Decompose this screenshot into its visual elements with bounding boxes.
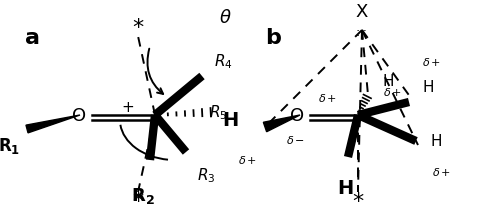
Text: *: * [132, 192, 143, 212]
Text: $\delta+$: $\delta+$ [318, 92, 338, 104]
Text: O: O [72, 107, 86, 125]
Text: $\delta+$: $\delta+$ [383, 86, 402, 98]
Text: H: H [430, 135, 442, 150]
Text: +: + [122, 100, 134, 115]
Polygon shape [264, 115, 300, 132]
Text: X: X [356, 3, 368, 21]
Text: H: H [422, 81, 434, 95]
Text: $\theta$: $\theta$ [218, 9, 232, 27]
Text: : :: : : [356, 26, 368, 39]
Text: $\delta+$: $\delta+$ [432, 166, 451, 178]
Text: $\delta+$: $\delta+$ [238, 154, 258, 166]
Text: b: b [265, 28, 281, 48]
Text: *: * [132, 18, 143, 38]
Text: $R_3$: $R_3$ [197, 166, 216, 185]
Text: $R_4$: $R_4$ [214, 53, 233, 71]
Text: $\mathbf{H}$: $\mathbf{H}$ [222, 110, 238, 130]
Text: $\mathbf{R_1}$: $\mathbf{R_1}$ [0, 136, 20, 156]
Text: $\mathbf{H}$: $\mathbf{H}$ [337, 179, 353, 198]
Text: O: O [290, 107, 304, 125]
Polygon shape [26, 115, 80, 133]
Text: *: * [352, 192, 364, 212]
Text: $\mathbf{R_2}$: $\mathbf{R_2}$ [131, 186, 155, 206]
Text: $\delta+$: $\delta+$ [422, 56, 441, 68]
Text: H: H [382, 74, 394, 89]
Text: a: a [25, 28, 40, 48]
Text: $\delta-$: $\delta-$ [286, 134, 306, 146]
Text: $R_5$: $R_5$ [209, 104, 228, 122]
